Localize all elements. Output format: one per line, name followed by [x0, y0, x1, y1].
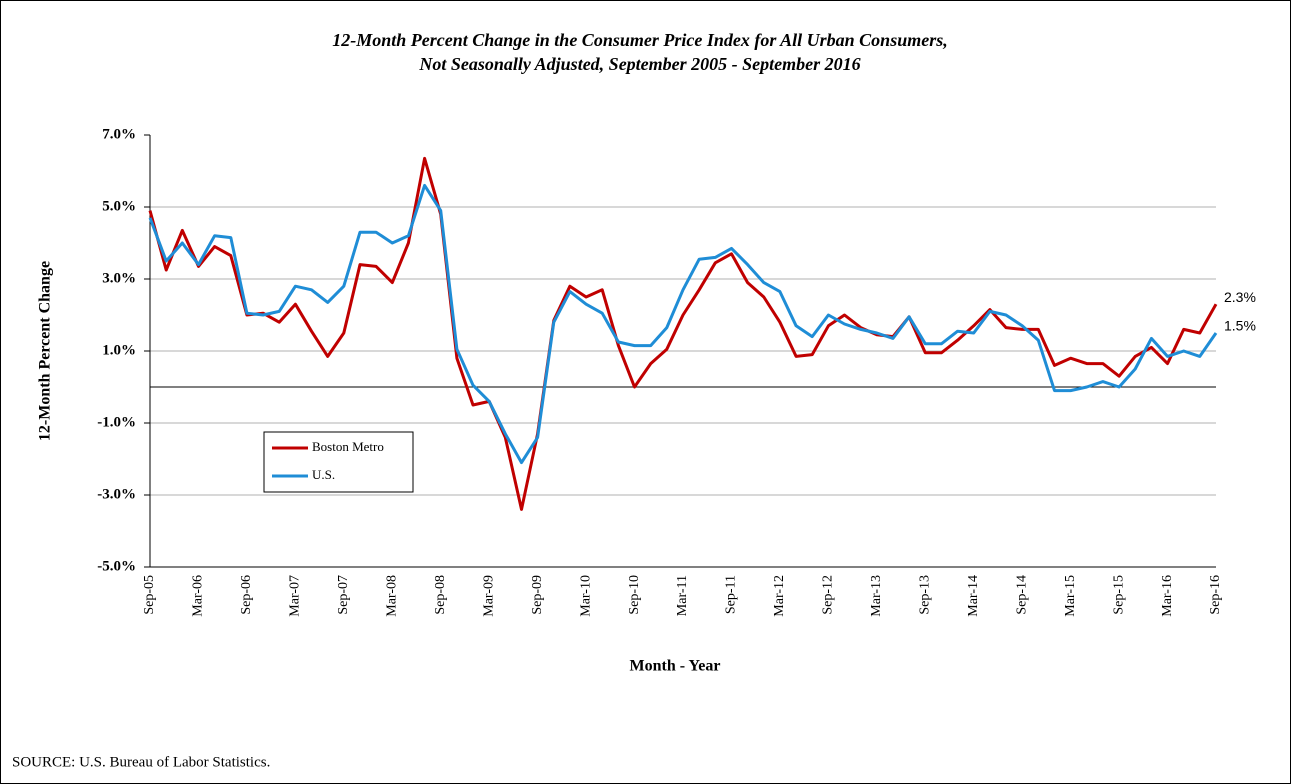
x-tick-label: Mar-15	[1063, 575, 1078, 617]
x-tick-label: Mar-16	[1160, 575, 1175, 617]
x-tick-label: Sep-05	[142, 575, 157, 615]
x-tick-label: Mar-13	[869, 575, 884, 617]
y-axis-label: 12-Month Percent Change	[37, 261, 54, 441]
x-tick-label: Mar-11	[675, 575, 690, 616]
x-tick-label: Sep-14	[1014, 575, 1029, 615]
y-tick-label: 3.0%	[102, 270, 136, 286]
chart-title: 12-Month Percent Change in the Consumer …	[332, 30, 947, 50]
y-tick-label: 7.0%	[102, 126, 136, 142]
x-tick-label: Mar-12	[772, 575, 787, 617]
x-tick-label: Mar-06	[191, 575, 206, 617]
x-tick-label: Mar-07	[288, 575, 303, 617]
source: SOURCE: U.S. Bureau of Labor Statistics.	[12, 754, 270, 770]
x-tick-label: Sep-10	[627, 575, 642, 615]
x-tick-label: Sep-07	[336, 575, 351, 615]
x-tick-label: Mar-10	[578, 575, 593, 617]
x-tick-label: Sep-16	[1208, 575, 1223, 615]
x-tick-label: Sep-15	[1111, 575, 1126, 615]
series-line	[148, 183, 1218, 465]
x-tick-label: Sep-09	[530, 575, 545, 615]
y-tick-label: -5.0%	[97, 558, 136, 574]
end-label: 1.5%	[1224, 318, 1256, 334]
y-tick-label: 5.0%	[102, 198, 136, 214]
chart-subtitle: Not Seasonally Adjusted, September 2005 …	[418, 54, 860, 74]
x-tick-label: Sep-08	[433, 575, 448, 615]
y-tick-label: -1.0%	[97, 414, 136, 430]
x-tick-label: Mar-09	[481, 575, 496, 617]
series-line	[148, 156, 1218, 511]
legend-label: Boston Metro	[312, 439, 384, 454]
x-axis-label: Month - Year	[630, 658, 721, 675]
x-tick-label: Sep-13	[917, 575, 932, 615]
legend-box	[263, 431, 414, 493]
x-tick-label: Sep-12	[821, 575, 836, 615]
y-tick-label: 1.0%	[102, 342, 136, 358]
y-tick-label: -3.0%	[97, 486, 136, 502]
x-tick-label: Mar-14	[966, 575, 981, 617]
end-label: 2.3%	[1224, 289, 1256, 305]
x-tick-label: Sep-11	[724, 575, 739, 614]
x-tick-label: Mar-08	[384, 575, 399, 617]
legend-label: U.S.	[312, 467, 335, 482]
x-tick-label: Sep-06	[239, 575, 254, 615]
